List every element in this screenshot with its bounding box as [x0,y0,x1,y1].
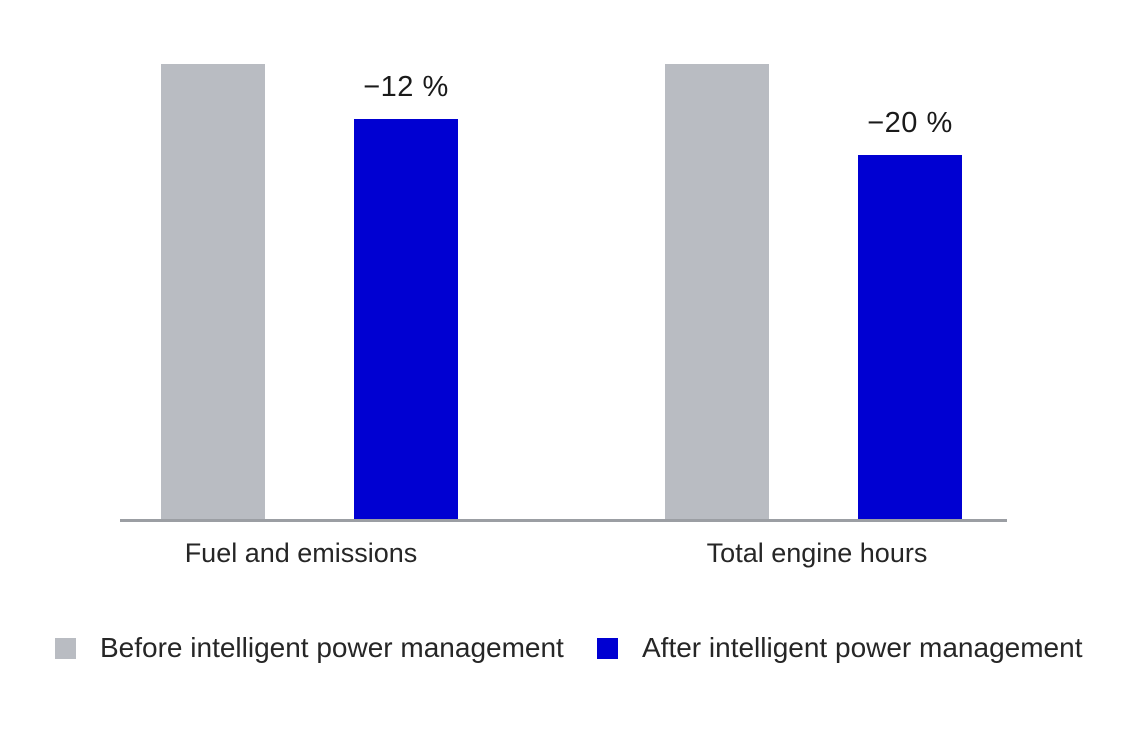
x-axis-label-fuel-and-emissions: Fuel and emissions [184,538,418,568]
legend-swatch-before [55,637,76,659]
bar-value-label-hours: −20 % [867,107,953,139]
x-axis-line [120,519,1007,522]
x-axis-label-total-engine-hours: Total engine hours [706,538,928,568]
bar-before-fuel-and-emissions [161,64,265,519]
plot-area: −12 % −20 % [120,64,1007,522]
legend-label-after: After intelligent power management [642,632,1083,663]
legend-label-before: Before intelligent power management [100,632,564,663]
bar-after-fuel-and-emissions [354,119,458,519]
legend-item-before: Before intelligent power management [55,632,564,664]
bar-value-label-fuel: −12 % [363,71,449,103]
bar-after-total-engine-hours [858,155,962,519]
bar-before-total-engine-hours [665,64,769,519]
legend-swatch-after [597,637,618,659]
legend-item-after: After intelligent power management [597,632,1082,664]
